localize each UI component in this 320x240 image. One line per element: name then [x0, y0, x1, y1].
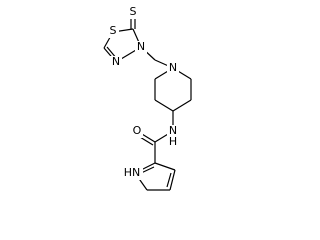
- atom-label: N: [112, 55, 120, 68]
- atom-label: N: [137, 40, 145, 53]
- atom-label: HN: [124, 166, 141, 179]
- atom-label: O: [133, 124, 142, 137]
- atom-label: N: [169, 61, 177, 74]
- atom-label: N: [169, 124, 177, 137]
- bonds: [103, 13, 192, 191]
- atom-label: S: [130, 5, 137, 18]
- atom-label: H: [169, 135, 177, 148]
- atom-labels: S S N N N N H O HN: [107, 5, 179, 180]
- atom-label: S: [110, 24, 117, 37]
- molecule-diagram: S S N N N N H O HN: [103, 5, 192, 191]
